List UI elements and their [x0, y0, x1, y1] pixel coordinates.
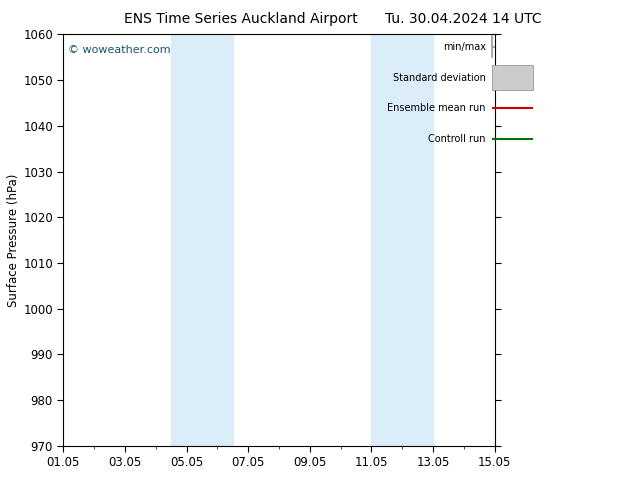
Text: Standard deviation: Standard deviation	[393, 73, 486, 82]
Text: Ensemble mean run: Ensemble mean run	[387, 103, 486, 113]
Text: Controll run: Controll run	[429, 134, 486, 144]
Bar	[493, 65, 533, 90]
Text: Tu. 30.04.2024 14 UTC: Tu. 30.04.2024 14 UTC	[384, 12, 541, 26]
Text: © woweather.com: © woweather.com	[68, 45, 171, 54]
Y-axis label: Surface Pressure (hPa): Surface Pressure (hPa)	[8, 173, 20, 307]
Bar	[171, 34, 233, 446]
Bar	[372, 34, 433, 446]
Text: min/max: min/max	[443, 42, 486, 51]
Text: ENS Time Series Auckland Airport: ENS Time Series Auckland Airport	[124, 12, 358, 26]
